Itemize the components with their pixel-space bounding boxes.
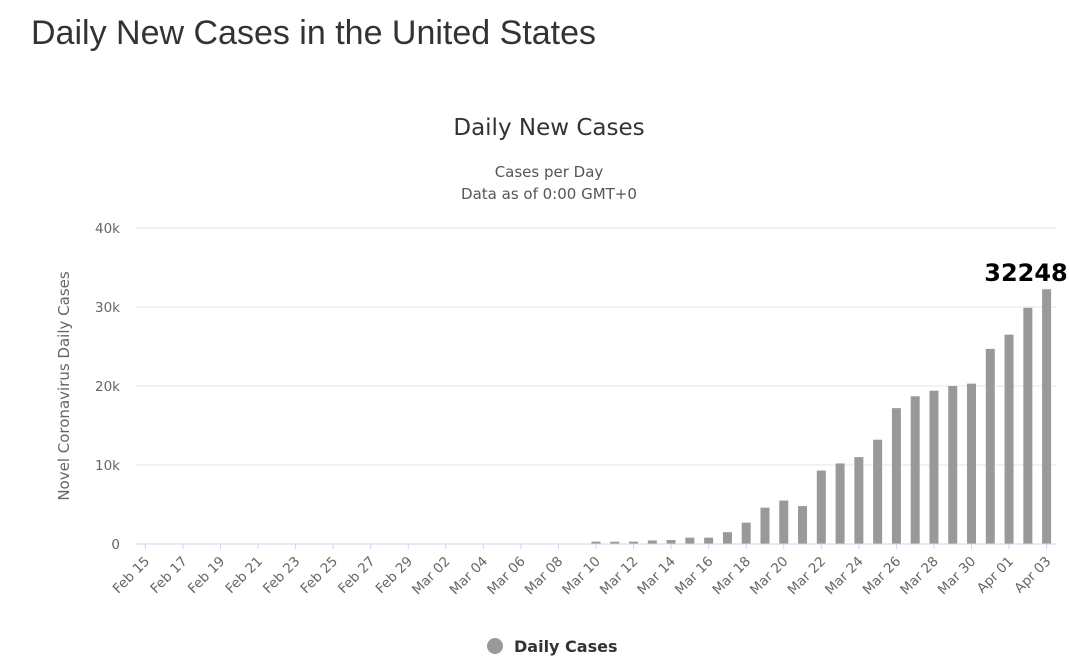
bar[interactable] — [929, 390, 939, 544]
x-tick-label: Feb 21 — [222, 554, 265, 597]
x-tick-label: Mar 14 — [634, 554, 679, 599]
y-axis-ticks: 0 10k 20k 30k 40k — [95, 221, 120, 553]
bar[interactable] — [704, 537, 714, 544]
x-tick-label: Mar 22 — [785, 554, 830, 599]
bar[interactable] — [798, 506, 808, 544]
chart-subtitle-line-1: Cases per Day — [495, 163, 604, 181]
x-tick-label: Mar 24 — [822, 554, 867, 599]
bar[interactable] — [967, 383, 977, 544]
y-axis-label: Novel Coronavirus Daily Cases — [55, 271, 73, 501]
x-tick-label: Mar 08 — [522, 554, 567, 599]
page-heading: Daily New Cases in the United States — [31, 14, 597, 52]
bar[interactable] — [948, 386, 958, 544]
y-tick-label: 10k — [95, 458, 120, 474]
bar[interactable] — [854, 457, 864, 544]
bar[interactable] — [685, 537, 695, 544]
x-tick-label: Mar 02 — [409, 554, 454, 599]
y-tick-label: 30k — [95, 300, 120, 316]
x-tick-label: Mar 20 — [747, 554, 792, 599]
x-tick-label: Mar 18 — [710, 554, 755, 599]
y-tick-label: 20k — [95, 379, 120, 395]
bar[interactable] — [816, 470, 826, 544]
bar[interactable] — [666, 540, 676, 544]
x-tick-label: Feb 23 — [260, 554, 303, 597]
x-tick-label: Mar 10 — [559, 554, 604, 599]
bar[interactable] — [910, 396, 920, 544]
bar[interactable] — [1023, 307, 1033, 544]
bar[interactable] — [610, 541, 620, 544]
legend-item-daily-cases[interactable]: Daily Cases — [487, 637, 617, 656]
legend-marker — [487, 638, 503, 654]
x-tick-label: Apr 01 — [974, 554, 1017, 597]
x-tick-label: Mar 12 — [597, 554, 642, 599]
x-tick-label: Mar 30 — [935, 554, 980, 599]
x-tick-label: Feb 15 — [110, 554, 153, 597]
chart-title: Daily New Cases — [453, 115, 644, 141]
x-tick-label: Mar 06 — [484, 554, 529, 599]
bar[interactable] — [1042, 289, 1052, 544]
bar[interactable] — [760, 507, 770, 544]
bar[interactable] — [591, 541, 601, 544]
bar[interactable] — [873, 439, 883, 544]
x-tick-label: Feb 25 — [298, 554, 341, 597]
y-tick-label: 0 — [111, 537, 120, 553]
max-value-annotation: 32248 — [984, 259, 1068, 287]
grid-lines — [136, 227, 1056, 466]
bar[interactable] — [1004, 334, 1014, 544]
x-tick-label: Apr 03 — [1011, 554, 1054, 597]
bar[interactable] — [779, 500, 789, 544]
x-tick-label: Feb 19 — [185, 554, 228, 597]
bar[interactable] — [647, 540, 657, 544]
legend-label: Daily Cases — [514, 637, 617, 656]
x-tick-label: Mar 28 — [897, 554, 942, 599]
bar[interactable] — [722, 532, 732, 544]
x-tick-label: Feb 27 — [335, 554, 378, 597]
bar[interactable] — [835, 463, 845, 544]
y-tick-label: 40k — [95, 221, 120, 237]
bar[interactable] — [985, 348, 995, 544]
x-tick-label: Feb 17 — [147, 554, 190, 597]
chart-subtitle-line-2: Data as of 0:00 GMT+0 — [461, 185, 637, 203]
x-tick-label: Feb 29 — [373, 554, 416, 597]
x-tick-label: Mar 26 — [860, 554, 905, 599]
bar[interactable] — [891, 408, 901, 544]
bar[interactable] — [629, 541, 639, 544]
bar[interactable] — [741, 522, 751, 544]
x-tick-label: Mar 16 — [672, 554, 717, 599]
bars — [591, 289, 1052, 544]
x-tick-label: Mar 04 — [447, 554, 492, 599]
